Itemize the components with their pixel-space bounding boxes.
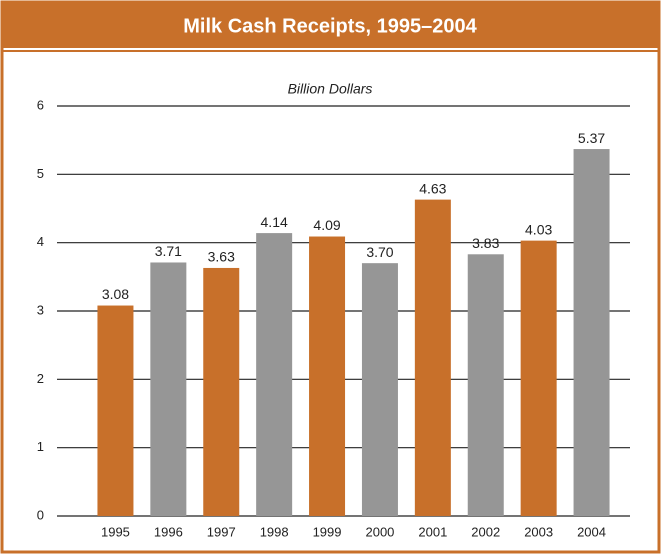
value-label: 3.08 (102, 286, 129, 302)
bar (361, 263, 398, 516)
x-tick-label: 1999 (313, 524, 342, 539)
x-tick-label: 2001 (418, 524, 447, 539)
bar (97, 305, 134, 516)
bar (467, 254, 504, 517)
y-tick-label: 1 (37, 439, 44, 454)
bar (309, 236, 346, 516)
x-tick-label: 2004 (577, 524, 606, 539)
subtitle: Billion Dollars (288, 81, 373, 97)
value-label: 4.03 (525, 221, 552, 237)
chart-title: Milk Cash Receipts, 1995–2004 (183, 15, 477, 37)
bar (256, 233, 293, 516)
bar (573, 149, 610, 517)
bar (520, 240, 557, 516)
y-tick-label: 4 (37, 234, 44, 249)
value-label: 3.83 (472, 235, 499, 251)
y-tick-label: 0 (37, 507, 44, 522)
x-tick-label: 1997 (207, 524, 236, 539)
value-label: 4.14 (261, 214, 288, 230)
value-label: 5.37 (578, 130, 605, 146)
x-tick-label: 1995 (101, 524, 130, 539)
value-label: 3.71 (155, 243, 182, 259)
value-label: 3.63 (208, 249, 235, 265)
y-tick-label: 6 (37, 97, 44, 112)
value-label: 4.09 (313, 217, 340, 233)
x-tick-label: 2002 (471, 524, 500, 539)
y-tick-label: 3 (37, 302, 44, 317)
x-tick-label: 1998 (260, 524, 289, 539)
y-tick-label: 5 (37, 166, 44, 181)
bar (150, 262, 187, 516)
x-tick-label: 1996 (154, 524, 183, 539)
x-tick-label: 2000 (365, 524, 394, 539)
bar (414, 199, 451, 516)
bar (203, 267, 240, 516)
y-tick-label: 2 (37, 371, 44, 386)
title-band (2, 2, 659, 48)
x-tick-label: 2003 (524, 524, 553, 539)
value-label: 4.63 (419, 180, 446, 196)
value-label: 3.70 (366, 244, 393, 260)
